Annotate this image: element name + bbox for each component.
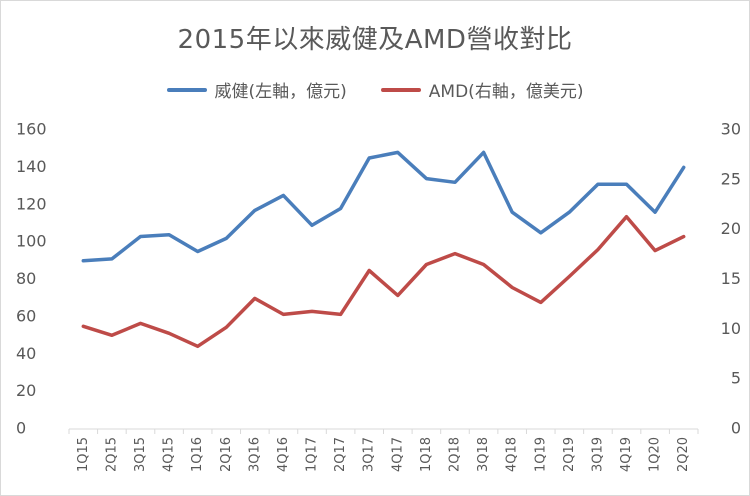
x-tick-label: 4Q15	[162, 437, 177, 472]
x-tick-label: 1Q17	[305, 437, 320, 472]
x-tick-label: 2Q18	[447, 437, 462, 472]
legend-swatch-weikeng	[166, 87, 207, 92]
x-tick-label: 2Q17	[333, 437, 348, 472]
y-right-tick-label: 10	[721, 319, 741, 338]
series-line-weikeng	[81, 150, 686, 263]
y-left-tick-label: 160	[16, 120, 47, 139]
y-left-tick-label: 0	[16, 419, 26, 438]
x-tick-label: 2Q16	[219, 437, 234, 472]
x-tick-label: 1Q20	[648, 437, 663, 472]
legend-label-amd: AMD(右軸，億美元)	[428, 82, 584, 102]
x-tick-label: 3Q19	[590, 437, 605, 472]
legend: 威健(左軸，億元) AMD(右軸，億美元)	[1, 77, 749, 102]
x-tick-label: 1Q19	[533, 437, 548, 472]
y-right-tick-label: 30	[721, 120, 741, 139]
series-line-amd	[81, 214, 686, 349]
y-right-tick-label: 0	[731, 419, 741, 438]
x-tick-label: 3Q15	[133, 437, 148, 472]
x-tick-label: 4Q18	[505, 437, 520, 472]
y-right-tick-label: 5	[731, 369, 741, 388]
x-tick-label: 4Q17	[390, 437, 405, 472]
y-left-tick-label: 120	[16, 194, 47, 213]
legend-label-weikeng: 威健(左軸，億元)	[214, 82, 347, 102]
x-tick-label: 1Q18	[419, 437, 434, 472]
legend-swatch-amd	[380, 87, 421, 92]
chart-title: 2015年以來威健及AMD營收對比	[177, 25, 573, 55]
x-tick-label: 2Q15	[104, 437, 119, 472]
x-tick-label: 3Q16	[247, 437, 262, 472]
x-tick-label: 2Q20	[676, 437, 691, 472]
y-left-tick-label: 40	[16, 344, 36, 363]
y-right-tick-label: 15	[721, 269, 741, 288]
x-tick-label: 1Q15	[76, 437, 91, 472]
legend-item-amd: AMD(右軸，億美元)	[380, 77, 584, 102]
x-tick-label: 4Q16	[276, 437, 291, 472]
legend-item-weikeng: 威健(左軸，億元)	[166, 77, 347, 102]
x-tick-label: 4Q19	[619, 437, 634, 472]
y-left-tick-label: 20	[16, 381, 36, 400]
y-left-tick-label: 100	[16, 232, 47, 251]
y-right-tick-label: 20	[721, 219, 741, 238]
y-left-tick-label: 60	[16, 306, 36, 325]
x-tick-label: 1Q16	[190, 437, 205, 472]
x-tick-label: 3Q17	[362, 437, 377, 472]
y-left-tick-label: 80	[16, 269, 36, 288]
y-right-tick-label: 25	[721, 169, 741, 188]
x-tick-label: 3Q18	[476, 437, 491, 472]
y-left-tick-label: 140	[16, 157, 47, 176]
x-tick-label: 2Q19	[562, 437, 577, 472]
